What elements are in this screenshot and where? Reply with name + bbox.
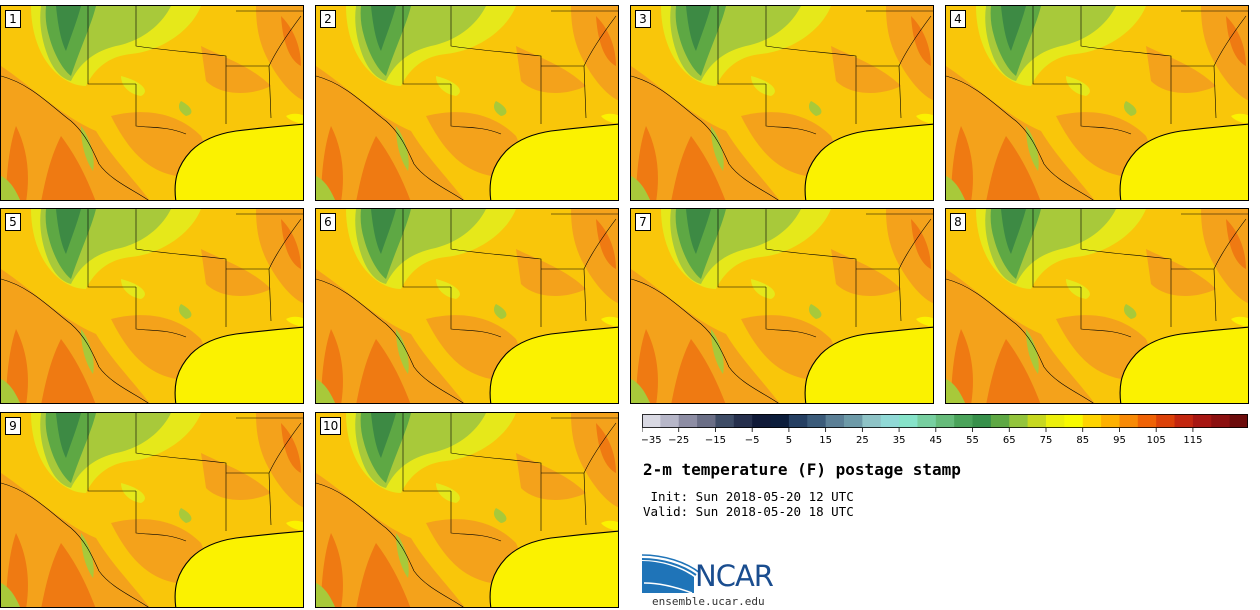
colorbar-tick-label: 95 bbox=[1113, 435, 1126, 446]
map-panel-8[interactable]: 8 bbox=[945, 208, 1249, 404]
ncar-wordmark: NCAR bbox=[695, 559, 774, 593]
colorbar-segment bbox=[788, 414, 808, 428]
panel-number: 2 bbox=[320, 10, 336, 28]
colorbar-segment bbox=[1027, 414, 1047, 428]
temperature-map bbox=[631, 209, 933, 403]
temperature-map bbox=[946, 6, 1248, 200]
panel-number: 7 bbox=[635, 213, 651, 231]
colorbar-segment bbox=[1174, 414, 1194, 428]
colorbar-segment bbox=[752, 414, 772, 428]
colorbar-segment bbox=[1046, 414, 1065, 428]
panel-number: 1 bbox=[5, 10, 21, 28]
colorbar-tick-label: −35 bbox=[642, 435, 662, 446]
colorbar-tick-label: 45 bbox=[929, 435, 942, 446]
valid-time: Valid: Sun 2018-05-20 18 UTC bbox=[643, 504, 854, 519]
colorbar-tick-label: −5 bbox=[745, 435, 760, 446]
map-panel-5[interactable]: 5 bbox=[0, 208, 304, 404]
panel-number: 8 bbox=[950, 213, 966, 231]
colorbar-tick-label: 75 bbox=[1040, 435, 1053, 446]
temperature-map bbox=[631, 6, 933, 200]
colorbar-segment bbox=[844, 414, 863, 428]
colorbar-segment bbox=[862, 414, 882, 428]
colorbar-tick-label: 35 bbox=[893, 435, 906, 446]
colorbar-segment bbox=[1064, 414, 1084, 428]
temperature-map bbox=[1, 6, 303, 200]
map-panel-9[interactable]: 9 bbox=[0, 412, 304, 608]
colorbar-tick-label: 55 bbox=[966, 435, 979, 446]
colorbar-tick-label: −15 bbox=[705, 435, 726, 446]
colorbar-segment bbox=[880, 414, 900, 428]
colorbar-segment bbox=[899, 414, 918, 428]
colorbar-tick-label: −25 bbox=[668, 435, 689, 446]
colorbar-segment bbox=[1009, 414, 1029, 428]
colorbar-tick-label: 115 bbox=[1183, 435, 1202, 446]
init-time: Init: Sun 2018-05-20 12 UTC bbox=[643, 489, 854, 504]
panel-number: 9 bbox=[5, 417, 21, 435]
panel-number: 3 bbox=[635, 10, 651, 28]
colorbar-segment bbox=[697, 414, 716, 428]
colorbar-segment bbox=[1211, 414, 1231, 428]
map-panel-10[interactable]: 10 bbox=[315, 412, 619, 608]
colorbar-tick-label: 65 bbox=[1003, 435, 1016, 446]
colorbar-segment bbox=[1137, 414, 1157, 428]
colorbar-border bbox=[642, 414, 1248, 428]
temperature-map bbox=[316, 413, 618, 607]
temperature-map bbox=[316, 209, 618, 403]
panel-number: 5 bbox=[5, 213, 21, 231]
panel-number: 10 bbox=[320, 417, 342, 435]
colorbar-tick-label: 15 bbox=[819, 435, 832, 446]
colorbar-segment bbox=[1101, 414, 1120, 428]
map-panel-2[interactable]: 2 bbox=[315, 5, 619, 201]
colorbar-segment bbox=[825, 414, 845, 428]
map-panel-4[interactable]: 4 bbox=[945, 5, 1249, 201]
colorbar-tick-label: 25 bbox=[856, 435, 869, 446]
colorbar-segment bbox=[733, 414, 753, 428]
temperature-map bbox=[1, 413, 303, 607]
colorbar-tick-label: 85 bbox=[1076, 435, 1089, 446]
colorbar-tick-label: 5 bbox=[786, 435, 792, 446]
panel-number: 6 bbox=[320, 213, 336, 231]
temperature-map bbox=[1, 209, 303, 403]
temperature-map bbox=[946, 209, 1248, 403]
temperature-colorbar: −35 −25 −15 −5 5 15 25 35 45 55 65 75 85 95 105 115 bbox=[642, 414, 1248, 446]
colorbar-segment bbox=[807, 414, 827, 428]
panel-number: 4 bbox=[950, 10, 966, 28]
colorbar-segment bbox=[917, 414, 937, 428]
colorbar-segment bbox=[972, 414, 992, 428]
colorbar-segment bbox=[954, 414, 974, 428]
colorbar-segment bbox=[660, 414, 680, 428]
colorbar-segment bbox=[642, 414, 661, 428]
colorbar-segment bbox=[715, 414, 735, 428]
colorbar-segment bbox=[1192, 414, 1212, 428]
colorbar-segment bbox=[770, 414, 790, 428]
map-panel-7[interactable]: 7 bbox=[630, 208, 934, 404]
colorbar-segment bbox=[1119, 414, 1139, 428]
colorbar-tick-label: 105 bbox=[1147, 435, 1166, 446]
map-panel-3[interactable]: 3 bbox=[630, 5, 934, 201]
map-panel-6[interactable]: 6 bbox=[315, 208, 619, 404]
colorbar-segment bbox=[1082, 414, 1102, 428]
colorbar-segment bbox=[1229, 414, 1248, 428]
plot-title: 2-m temperature (F) postage stamp bbox=[643, 460, 961, 479]
colorbar-segment bbox=[1156, 414, 1176, 428]
colorbar-segment bbox=[990, 414, 1010, 428]
website-link[interactable]: ensemble.ucar.edu bbox=[652, 595, 765, 608]
colorbar-segment bbox=[935, 414, 955, 428]
map-panel-1[interactable]: 1 bbox=[0, 5, 304, 201]
ncar-logo-icon bbox=[642, 554, 701, 594]
colorbar-segment bbox=[678, 414, 698, 428]
temperature-map bbox=[316, 6, 618, 200]
